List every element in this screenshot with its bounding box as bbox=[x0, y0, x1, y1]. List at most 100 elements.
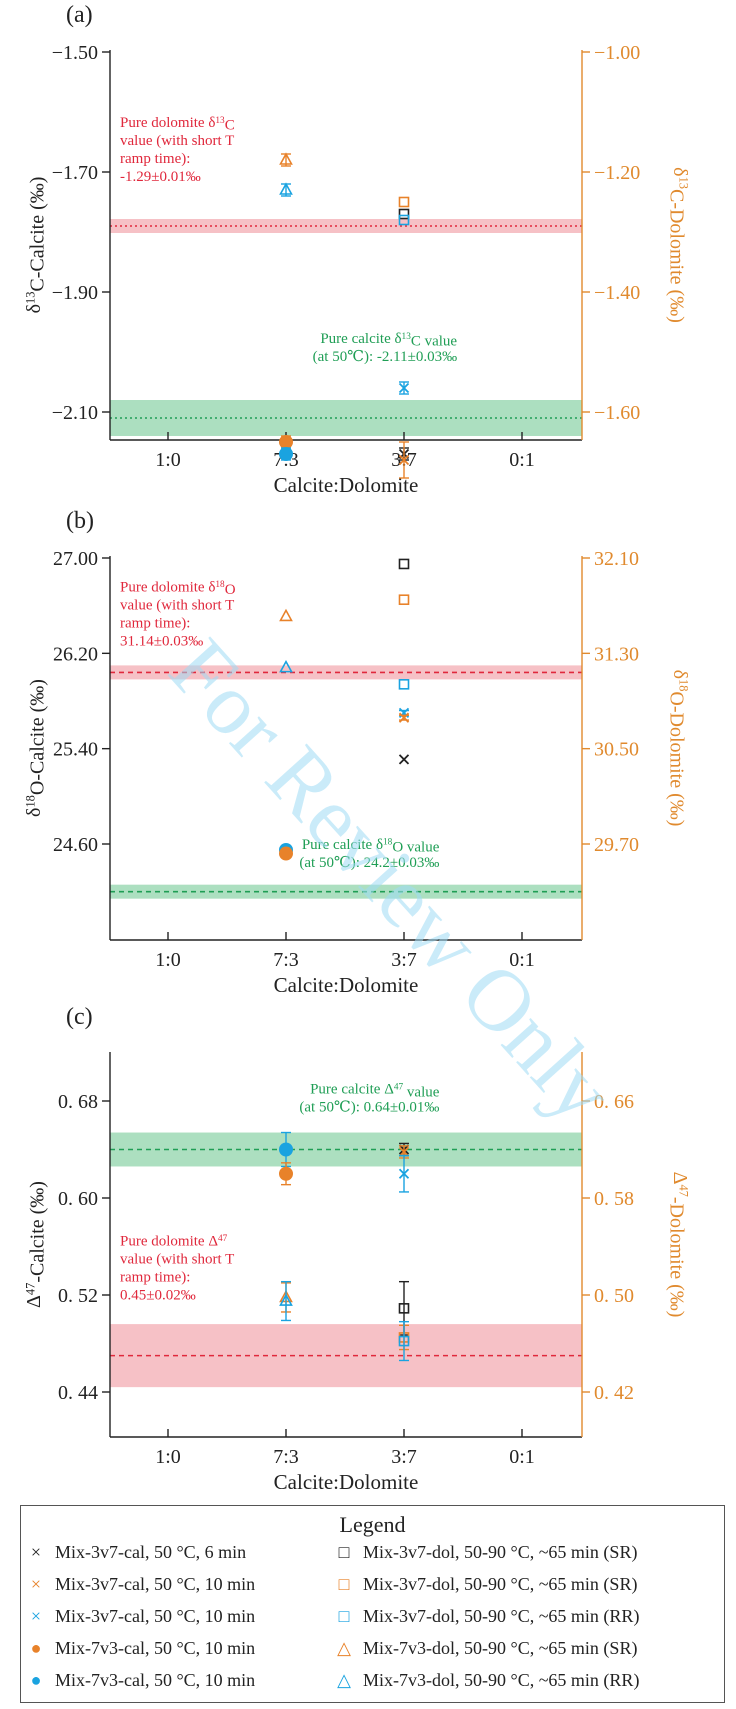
data-point-circle bbox=[279, 447, 293, 461]
right-tick-label: 0. 42 bbox=[594, 1382, 634, 1404]
y-axis-label-right: δ18O-Dolomite (‰) bbox=[666, 670, 691, 827]
data-point-triangle bbox=[279, 659, 293, 673]
data-point-x bbox=[398, 454, 410, 466]
left-tick-label: 26.20 bbox=[53, 643, 98, 665]
data-point-triangle bbox=[279, 1293, 293, 1306]
data-point-circle bbox=[279, 435, 293, 449]
legend-item: × Mix-3v7-cal, 50 °C, 10 min bbox=[25, 1606, 255, 1627]
x-tick-label: 0:1 bbox=[509, 1446, 535, 1468]
legend-item: □ Mix-3v7-dol, 50-90 °C, ~65 min (SR) bbox=[333, 1542, 638, 1563]
y-axis-label-left: δ13C-Calcite (‰) bbox=[23, 177, 48, 314]
left-tick-label: 0. 68 bbox=[58, 1091, 98, 1113]
x-axis-label: Calcite:Dolomite bbox=[274, 973, 419, 997]
data-point-square bbox=[398, 594, 410, 606]
legend-label: Mix-7v3-dol, 50-90 °C, ~65 min (SR) bbox=[363, 1638, 638, 1658]
legend-label: Mix-7v3-cal, 50 °C, 10 min bbox=[55, 1670, 256, 1690]
y-axis-label-right: Δ47-Dolomite (‰) bbox=[666, 1172, 691, 1318]
left-tick-label: −1.50 bbox=[52, 42, 98, 64]
dolomite-note-line: ramp time): bbox=[120, 1269, 190, 1285]
data-point-x bbox=[398, 382, 410, 394]
legend-item: □ Mix-3v7-dol, 50-90 °C, ~65 min (SR) bbox=[333, 1574, 638, 1595]
legend-label: Mix-7v3-dol, 50-90 °C, ~65 min (RR) bbox=[363, 1670, 640, 1690]
data-point-square bbox=[398, 1335, 410, 1347]
legend-marker: × bbox=[30, 1542, 42, 1562]
data-point-triangle bbox=[279, 182, 293, 195]
right-tick-label: 32.10 bbox=[594, 548, 639, 570]
data-point-square bbox=[398, 1303, 410, 1314]
panel-label: (a) bbox=[66, 2, 93, 28]
calcite-note-line: (at 50℃): 24.2±0.03‰ bbox=[299, 855, 439, 871]
x-tick-label: 1:0 bbox=[155, 1446, 181, 1468]
x-tick-label: 0:1 bbox=[509, 449, 535, 471]
data-point-square bbox=[398, 208, 410, 220]
right-tick-label: 0. 58 bbox=[594, 1188, 634, 1210]
watermark-text: For Review Only bbox=[151, 621, 632, 1140]
data-point-triangle bbox=[279, 608, 293, 622]
x-tick-label: 1:0 bbox=[155, 949, 181, 971]
data-point-circle bbox=[279, 1166, 293, 1181]
x-tick-label: 3:7 bbox=[391, 1446, 417, 1468]
data-point-square bbox=[398, 679, 410, 690]
legend-label: Mix-7v3-cal, 50 °C, 10 min bbox=[55, 1638, 256, 1658]
legend: Legend × Mix-3v7-cal, 50 °C, 6 min □ Mix-3v… bbox=[20, 1505, 725, 1703]
chart-panel-1: −1.50 −1.70 −1.90 −2.10 −1.00 −1.20 −1.40 −1.60… bbox=[23, 2, 691, 497]
dolomite-note-line: 0.45±0.02‰ bbox=[120, 1287, 196, 1303]
legend-marker: □ bbox=[338, 1606, 350, 1626]
y-axis-label-left: δ18O-Calcite (‰) bbox=[23, 679, 48, 817]
legend-label: Mix-3v7-cal, 50 °C, 10 min bbox=[55, 1574, 256, 1594]
dolomite-note-line: value (with short T bbox=[120, 133, 234, 149]
legend-item: △ Mix-7v3-dol, 50-90 °C, ~65 min (SR) bbox=[333, 1638, 637, 1659]
dolomite-note-line: Pure dolomite δ18O bbox=[120, 579, 236, 598]
data-point-circle bbox=[279, 846, 293, 861]
chart-panel-3: 0. 68 0. 60 0. 52 0. 44 0. 66 0. 58 0. 50 0. 42… bbox=[23, 1004, 691, 1494]
left-tick-label: −1.70 bbox=[52, 162, 98, 184]
x-axis-label: Calcite:Dolomite bbox=[274, 1470, 419, 1494]
legend-item: × Mix-3v7-cal, 50 °C, 6 min bbox=[25, 1542, 246, 1563]
x-tick-label: 0:1 bbox=[509, 949, 535, 971]
dolomite-note-line: 31.14±0.03‰ bbox=[120, 633, 203, 649]
right-tick-label: 31.30 bbox=[594, 643, 639, 665]
x-tick-label: 7:3 bbox=[273, 949, 299, 971]
panel-label: (c) bbox=[66, 1004, 93, 1030]
legend-label: Mix-3v7-cal, 50 °C, 6 min bbox=[55, 1542, 247, 1562]
legend-marker: ● bbox=[30, 1670, 42, 1690]
right-tick-label: −1.40 bbox=[594, 282, 640, 304]
left-tick-label: 0. 44 bbox=[58, 1382, 98, 1404]
y-axis-label-right: δ13C-Dolomite (‰) bbox=[666, 167, 691, 323]
chart-panel-2: 27.00 26.20 25.40 24.60 32.10 31.30 30.50 29.70… bbox=[23, 508, 691, 997]
legend-marker: △ bbox=[337, 1670, 351, 1690]
data-point-x bbox=[398, 754, 410, 765]
calcite-note-line: (at 50℃): -2.11±0.03‰ bbox=[313, 349, 457, 365]
x-tick-label: 7:3 bbox=[273, 1446, 299, 1468]
legend-label: Mix-3v7-dol, 50-90 °C, ~65 min (SR) bbox=[363, 1542, 638, 1562]
legend-marker: ● bbox=[30, 1638, 42, 1658]
data-point-circle bbox=[279, 1142, 293, 1157]
left-tick-label: 0. 52 bbox=[58, 1285, 98, 1307]
legend-marker: △ bbox=[337, 1638, 351, 1658]
panel-label: (b) bbox=[66, 508, 94, 534]
data-point-square bbox=[398, 558, 410, 570]
legend-title: Legend bbox=[339, 1512, 406, 1537]
dolomite-note-line: -1.29±0.01‰ bbox=[120, 169, 201, 185]
legend-marker: □ bbox=[338, 1574, 350, 1594]
legend-item: ● Mix-7v3-cal, 50 °C, 10 min bbox=[25, 1638, 256, 1659]
calcite-note-line: Pure calcite δ13C value bbox=[320, 331, 457, 350]
dolomite-note-line: value (with short T bbox=[120, 597, 234, 613]
data-point-triangle bbox=[279, 152, 293, 165]
x-tick-label: 1:0 bbox=[155, 449, 181, 471]
data-point-x bbox=[398, 712, 410, 723]
legend-label: Mix-3v7-dol, 50-90 °C, ~65 min (RR) bbox=[363, 1606, 640, 1626]
legend-item: ● Mix-7v3-cal, 50 °C, 10 min bbox=[25, 1670, 256, 1691]
right-tick-label: 29.70 bbox=[594, 834, 639, 856]
x-axis-label: Calcite:Dolomite bbox=[274, 473, 419, 497]
dolomite-note-line: value (with short T bbox=[120, 1251, 234, 1267]
legend-label: Mix-3v7-dol, 50-90 °C, ~65 min (SR) bbox=[363, 1574, 638, 1594]
left-tick-label: −1.90 bbox=[52, 282, 98, 304]
legend-marker: × bbox=[30, 1606, 42, 1626]
x-tick-label: 3:7 bbox=[391, 949, 417, 971]
figure-canvas: −1.50 −1.70 −1.90 −2.10 −1.00 −1.20 −1.40 −1.60… bbox=[23, 2, 691, 1494]
right-tick-label: 0. 66 bbox=[594, 1091, 634, 1113]
right-tick-label: −1.00 bbox=[594, 42, 640, 64]
left-tick-label: 24.60 bbox=[53, 834, 98, 856]
legend-marker: □ bbox=[338, 1542, 350, 1562]
